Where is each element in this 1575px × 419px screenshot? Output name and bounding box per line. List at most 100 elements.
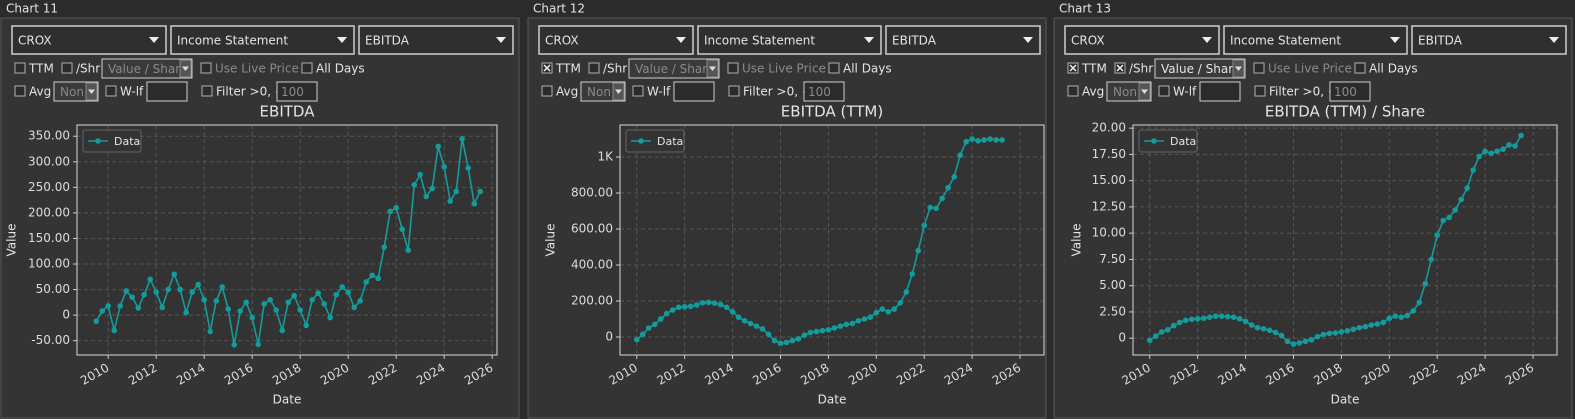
data-point: [453, 188, 460, 195]
chart-title: EBITDA: [260, 103, 316, 121]
statement-dropdown[interactable]: [1223, 25, 1408, 55]
y-tick-label: 800.00: [571, 186, 613, 200]
filter-checkbox[interactable]: [201, 85, 213, 97]
data-point: [1188, 316, 1195, 323]
data-point: [423, 193, 430, 200]
data-point: [1170, 322, 1177, 329]
ttm-checkbox[interactable]: [14, 62, 26, 74]
wlf-input[interactable]: [1199, 81, 1241, 102]
data-point: [177, 286, 183, 293]
per-share-mode[interactable]: [628, 58, 720, 79]
avg-mode-text: Non: [60, 85, 84, 99]
statement-dropdown[interactable]: [697, 25, 882, 55]
ticker-dropdown[interactable]: [538, 25, 694, 55]
data-point: [411, 182, 418, 188]
data-point: [111, 327, 117, 334]
ticker-dropdown[interactable]: [11, 25, 167, 55]
all-days-checkbox[interactable]: [1354, 62, 1366, 74]
data-point: [1146, 337, 1153, 344]
statement-dropdown-arrow: [337, 37, 347, 43]
ticker-dropdown-arrow: [1202, 37, 1212, 43]
legend-label: Data: [1170, 135, 1196, 148]
y-tick-label: 10.00: [1092, 226, 1126, 240]
metric-dropdown-arrow: [1549, 37, 1559, 43]
data-point: [915, 247, 922, 254]
all-days-checkbox[interactable]: [828, 62, 840, 74]
per-share-mode[interactable]: [1154, 58, 1246, 79]
data-point: [1422, 280, 1429, 287]
statement-dropdown-arrow: [1390, 37, 1400, 43]
y-tick-label: 50.00: [36, 282, 70, 296]
data-point: [1320, 331, 1327, 338]
data-point: [1296, 340, 1303, 346]
data-point: [669, 307, 676, 313]
data-point: [195, 281, 201, 288]
data-point: [1164, 326, 1171, 333]
filter-input[interactable]: [1329, 81, 1371, 102]
data-point: [1506, 142, 1512, 148]
data-point: [897, 300, 904, 306]
data-point: [1326, 330, 1333, 337]
avg-checkbox[interactable]: [541, 85, 553, 97]
data-point: [327, 314, 334, 321]
data-point: [681, 303, 688, 310]
ticker-dropdown[interactable]: [1064, 25, 1220, 55]
wlf-checkbox[interactable]: [105, 85, 117, 97]
data-point: [837, 323, 844, 330]
y-axis-label: Value: [5, 224, 19, 257]
metric-dropdown[interactable]: [358, 25, 514, 55]
plot-frame: [619, 124, 1045, 356]
y-tick-label: 0: [62, 308, 70, 322]
data-point: [1356, 324, 1363, 331]
data-point: [123, 288, 129, 294]
wlf-input[interactable]: [673, 81, 715, 102]
per-share-checkbox[interactable]: [588, 62, 600, 74]
y-tick-label: 200.00: [571, 294, 613, 308]
per-share-mode[interactable]: [101, 58, 193, 79]
data-point: [1470, 167, 1476, 173]
live-price-checkbox[interactable]: [727, 62, 739, 74]
live-price-checkbox[interactable]: [1253, 62, 1265, 74]
filter-checkbox[interactable]: [1254, 85, 1266, 97]
wlf-input[interactable]: [146, 81, 188, 102]
data-point: [849, 320, 856, 327]
data-point: [417, 171, 424, 178]
per-share-checkbox[interactable]: [61, 62, 73, 74]
live-price-checkbox[interactable]: [200, 62, 212, 74]
data-point: [1500, 146, 1506, 152]
data-point: [981, 137, 987, 143]
per-share-label: /Shr: [76, 62, 100, 76]
statement-dropdown[interactable]: [170, 25, 355, 55]
data-point: [903, 289, 910, 295]
data-point: [243, 299, 249, 306]
data-point: [789, 337, 796, 344]
data-point: [1458, 196, 1464, 203]
filter-input[interactable]: [803, 81, 845, 102]
data-point: [723, 304, 730, 311]
data-point: [1434, 232, 1441, 239]
data-point: [867, 314, 874, 321]
avg-checkbox[interactable]: [14, 85, 26, 97]
filter-label: Filter >0, <: [216, 85, 285, 99]
data-point: [231, 341, 237, 348]
all-days-checkbox[interactable]: [301, 62, 313, 74]
wlf-checkbox[interactable]: [632, 85, 644, 97]
x-axis-label: Date: [1331, 393, 1360, 407]
data-point: [645, 325, 652, 331]
data-point: [219, 284, 225, 290]
filter-checkbox[interactable]: [728, 85, 740, 97]
data-point: [207, 328, 213, 335]
data-point: [1230, 314, 1237, 320]
x-axis-label: Date: [273, 393, 302, 407]
avg-checkbox[interactable]: [1067, 85, 1079, 97]
filter-input[interactable]: [276, 81, 318, 102]
metric-dropdown[interactable]: [1411, 25, 1567, 55]
wlf-checkbox[interactable]: [1158, 85, 1170, 97]
data-point: [765, 331, 772, 338]
data-point: [1308, 336, 1315, 343]
y-tick-label: 600.00: [571, 222, 613, 236]
metric-dropdown[interactable]: [885, 25, 1041, 55]
y-tick-label: 12.50: [1092, 199, 1126, 213]
metric-dropdown-text: EBITDA: [1418, 34, 1463, 48]
